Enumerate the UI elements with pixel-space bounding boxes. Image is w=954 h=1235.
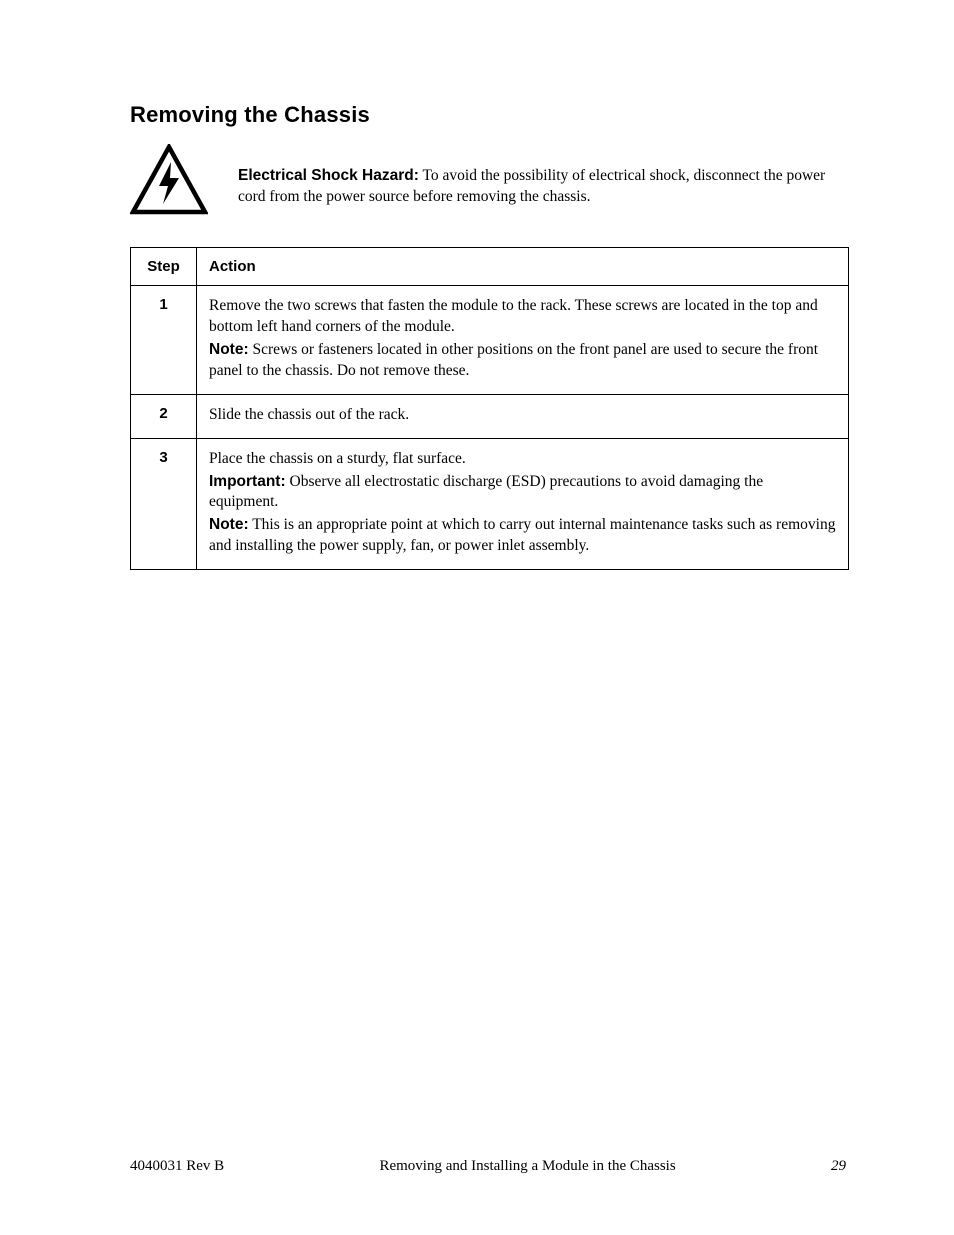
action-text: Place the chassis on a sturdy, flat surf…: [209, 449, 836, 470]
note-label: Note:: [209, 516, 249, 533]
col-header-action: Action: [197, 248, 849, 286]
warning-text: Electrical Shock Hazard: To avoid the po…: [238, 166, 846, 208]
page-footer: 4040031 Rev B Removing and Installing a …: [130, 1158, 846, 1175]
warning-block: Electrical Shock Hazard: To avoid the po…: [130, 166, 846, 221]
table-row: 2 Slide the chassis out of the rack.: [131, 394, 849, 438]
step-number: 2: [131, 394, 197, 438]
action-text: Slide the chassis out of the rack.: [209, 405, 836, 426]
note-text: Screws or fasteners located in other pos…: [209, 341, 818, 379]
col-header-step: Step: [131, 248, 197, 286]
warning-label: Electrical Shock Hazard:: [238, 167, 419, 184]
shock-hazard-icon: [130, 144, 208, 221]
step-action: Place the chassis on a sturdy, flat surf…: [197, 438, 849, 570]
table-header-row: Step Action: [131, 248, 849, 286]
note-text: This is an appropriate point at which to…: [209, 516, 835, 554]
footer-section-title: Removing and Installing a Module in the …: [379, 1158, 675, 1175]
section-heading: Removing the Chassis: [130, 102, 846, 128]
important-text: Observe all electrostatic discharge (ESD…: [209, 473, 763, 511]
table-row: 3 Place the chassis on a sturdy, flat su…: [131, 438, 849, 570]
step-number: 3: [131, 438, 197, 570]
step-action: Remove the two screws that fasten the mo…: [197, 286, 849, 395]
table-row: 1 Remove the two screws that fasten the …: [131, 286, 849, 395]
important-label: Important:: [209, 473, 286, 490]
footer-page-number: 29: [831, 1158, 846, 1175]
note-label: Note:: [209, 341, 249, 358]
action-text: Remove the two screws that fasten the mo…: [209, 296, 836, 338]
step-number: 1: [131, 286, 197, 395]
footer-doc-rev: 4040031 Rev B: [130, 1158, 224, 1175]
step-action: Slide the chassis out of the rack.: [197, 394, 849, 438]
procedure-table: Step Action 1 Remove the two screws that…: [130, 247, 849, 570]
